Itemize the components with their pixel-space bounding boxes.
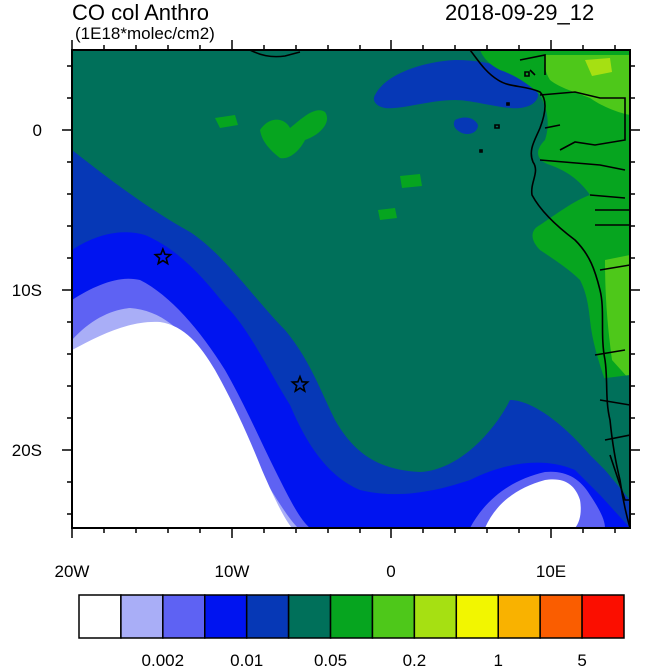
border-lines bbox=[519, 54, 630, 501]
field-land-green bbox=[480, 50, 630, 420]
colorbar-swatch bbox=[120, 594, 164, 639]
colorbar-swatch bbox=[413, 594, 458, 639]
units-label: (1E18*molec/cm2) bbox=[75, 24, 215, 43]
field-patch-gulf-blue bbox=[453, 117, 478, 135]
map-title: CO col Anthro bbox=[72, 0, 209, 25]
field-patch-green-1 bbox=[260, 110, 328, 159]
colorbar-label: 0.2 bbox=[403, 651, 427, 667]
island-2 bbox=[494, 124, 500, 129]
coastline-west-africa bbox=[249, 50, 630, 528]
colorbar-swatch bbox=[204, 594, 248, 639]
y-tick-20s: 20S bbox=[12, 441, 42, 460]
axis-ticks bbox=[62, 40, 640, 538]
y-tick-10s: 10S bbox=[12, 281, 42, 300]
field-land-teal-south bbox=[590, 375, 630, 500]
field-patch-green-3 bbox=[400, 174, 422, 188]
colorbar-label: 0.002 bbox=[142, 651, 185, 667]
colorbar-swatch bbox=[455, 594, 499, 639]
field-patch-green-2 bbox=[215, 115, 238, 128]
colorbar-label: 5 bbox=[577, 651, 586, 667]
x-tick-10e: 10E bbox=[536, 562, 566, 581]
y-tick-0: 0 bbox=[33, 121, 42, 140]
field-band-white bbox=[72, 321, 292, 528]
colorbar-swatch bbox=[162, 594, 206, 639]
colorbar-swatch bbox=[371, 594, 416, 639]
field-land-lime bbox=[585, 58, 612, 76]
colorbar bbox=[78, 594, 625, 639]
colorbar-label: 1 bbox=[493, 651, 502, 667]
star-marker-1 bbox=[153, 246, 173, 266]
colorbar-swatch bbox=[497, 594, 541, 639]
island-4 bbox=[479, 149, 483, 153]
datetime-label: 2018-09-29_12 bbox=[445, 0, 595, 25]
colorbar-label: 0.01 bbox=[230, 651, 263, 667]
colorbar-swatch bbox=[78, 594, 122, 639]
colorbar-swatch bbox=[581, 594, 625, 639]
markers bbox=[153, 246, 310, 393]
star-marker-2 bbox=[290, 374, 310, 393]
field-patch-southeast-white bbox=[485, 479, 581, 528]
x-tick-10w: 10W bbox=[215, 562, 250, 581]
colorbar-labels: 0.002 0.01 0.05 0.2 1 5 bbox=[142, 651, 587, 667]
x-tick-0: 0 bbox=[386, 562, 395, 581]
field-patch-green-4 bbox=[378, 208, 397, 220]
field-patch-north-blue bbox=[373, 60, 539, 109]
plot-frame bbox=[71, 49, 631, 529]
island-3 bbox=[506, 102, 510, 106]
colorbar-swatch bbox=[287, 594, 332, 639]
island-1 bbox=[524, 71, 530, 77]
colorbar-swatch bbox=[245, 594, 290, 639]
colorbar-swatch bbox=[539, 594, 583, 639]
field-land-yellowgreen-2 bbox=[605, 255, 630, 380]
x-tick-20w: 20W bbox=[55, 562, 90, 581]
coastlines bbox=[249, 50, 630, 528]
colorbar-label: 0.05 bbox=[314, 651, 347, 667]
map-field bbox=[72, 50, 630, 528]
colorbar-swatch bbox=[329, 594, 374, 639]
